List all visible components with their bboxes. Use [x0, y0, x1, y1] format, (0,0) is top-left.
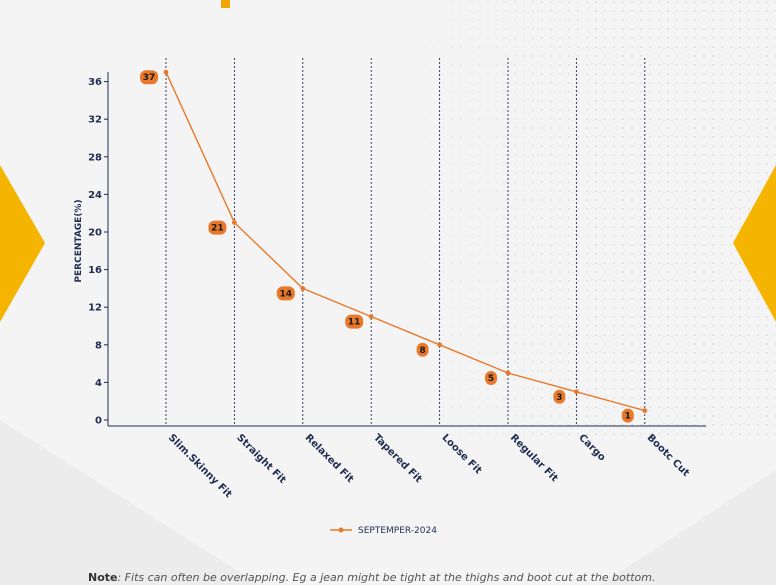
note-label: Note: [88, 571, 118, 584]
diagonal-shade: [600, 470, 776, 585]
y-tick-label: 20: [88, 228, 102, 239]
data-label-badge: [276, 286, 295, 301]
data-point: [642, 408, 648, 413]
x-tick-label: Tapered Fit: [371, 432, 424, 485]
data-label-text: 21: [211, 224, 224, 234]
x-tick-label: Bootc Cut: [645, 432, 692, 479]
data-label-badge: [621, 408, 634, 423]
data-label-badge: [553, 389, 566, 404]
series-line: [165, 71, 645, 412]
data-point: [437, 342, 442, 348]
data-label-badge: [485, 371, 497, 385]
data-label: 21: [208, 220, 227, 235]
data-label: 14: [276, 286, 295, 301]
data-labels: 37 21 14 11 8 5 3 1: [140, 70, 634, 423]
y-tick-label: 12: [88, 303, 102, 314]
x-tick-label: Loose Fit: [439, 432, 483, 476]
legend-label: SEPTEMPER-2024: [358, 526, 437, 536]
x-ticks: Slim.Skinny Fit Straight Fit Relaxed Fit Ta…: [166, 432, 691, 500]
data-label-badge: [416, 342, 429, 357]
y-tick-label: 24: [88, 190, 102, 201]
right-accent-arrow: [733, 165, 776, 322]
data-label-badge: [140, 70, 158, 85]
left-accent-arrow: [0, 165, 45, 322]
y-tick-label: 4: [95, 378, 102, 389]
note-text: : Fits can often be overlapping. Eg a je…: [117, 571, 656, 584]
data-label: 3: [553, 389, 566, 404]
data-label-badge: [208, 220, 227, 235]
data-point: [505, 370, 511, 376]
x-tick-label: Relaxed Fit: [303, 432, 356, 485]
y-axis-title: PERCENTAGE(%): [74, 199, 84, 282]
legend: SEPTEMPER-2024: [330, 526, 437, 536]
data-label: 5: [485, 371, 497, 385]
data-label: 11: [345, 314, 364, 329]
data-label-text: 37: [143, 73, 156, 83]
data-point: [163, 69, 169, 75]
top-accent-bar: [221, 0, 230, 8]
data-label-text: 3: [556, 393, 562, 403]
y-tick-label: 8: [95, 340, 102, 351]
x-tick-label: Straight Fit: [234, 432, 288, 486]
y-tick-label: 16: [88, 265, 102, 276]
data-label-text: 1: [625, 412, 631, 422]
x-tick-label: Regular Fit: [508, 432, 560, 484]
y-ticks: 0 4 8 12 16 20 24 28 32 36: [88, 77, 108, 427]
data-label: 8: [416, 342, 429, 357]
data-point: [574, 389, 579, 395]
data-label-text: 11: [348, 318, 361, 328]
y-tick-label: 32: [88, 115, 102, 126]
diagonal-shade: [0, 420, 260, 585]
y-tick-label: 28: [88, 152, 102, 163]
legend-marker: [338, 527, 344, 533]
data-point: [232, 220, 237, 226]
data-point: [300, 286, 306, 291]
data-label-badge: [345, 314, 364, 329]
y-tick-label: 36: [88, 77, 102, 88]
data-label: 1: [621, 408, 634, 423]
data-label-text: 14: [280, 289, 293, 299]
y-tick-label: 0: [95, 416, 102, 427]
data-label: 37: [140, 70, 158, 85]
x-tick-label: Cargo: [576, 432, 607, 463]
grid-lines: [165, 58, 646, 426]
footnote: Note: Fits can often be overlapping. Eg …: [88, 571, 655, 584]
data-label-text: 5: [488, 374, 494, 384]
data-label-text: 8: [419, 346, 425, 356]
axes: [107, 72, 706, 427]
series: [163, 69, 648, 413]
data-point: [368, 314, 374, 319]
x-tick-label: Slim.Skinny Fit: [166, 432, 234, 500]
